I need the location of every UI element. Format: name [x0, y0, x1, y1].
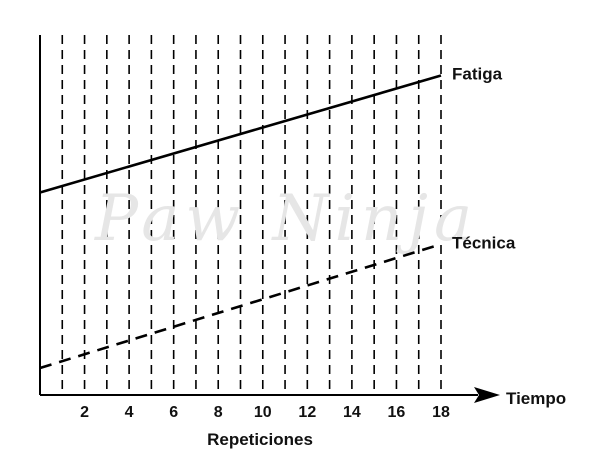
x-tick-label: 6 [169, 404, 178, 421]
x-tick-label: 14 [343, 404, 361, 421]
x-tick-label: 10 [254, 404, 272, 421]
series-lines [39, 74, 442, 370]
grid-lines [61, 35, 442, 395]
x-tick-label: 4 [125, 404, 134, 421]
x-tick-label: 18 [432, 404, 450, 421]
watermark-text: Paw Ninja [94, 182, 478, 256]
x-tick-label: 16 [388, 404, 406, 421]
x-tick-label: 2 [80, 404, 89, 421]
x-tick-label: 12 [298, 404, 316, 421]
x-axis-arrow [474, 387, 500, 403]
series-line-técnica [39, 243, 442, 370]
x-tick-label: 8 [214, 404, 223, 421]
x-axis-end-label: Tiempo [506, 389, 566, 408]
series-label-fatiga: Fatiga [452, 65, 503, 84]
axes [39, 35, 500, 403]
x-axis-title: Repeticiones [207, 430, 313, 449]
series-labels: Fatiga Técnica [452, 65, 516, 253]
x-tick-labels: 2 4 6 8 10 12 14 16 18 [80, 404, 450, 421]
series-label-técnica: Técnica [452, 233, 516, 252]
series-line-fatiga [39, 74, 442, 194]
